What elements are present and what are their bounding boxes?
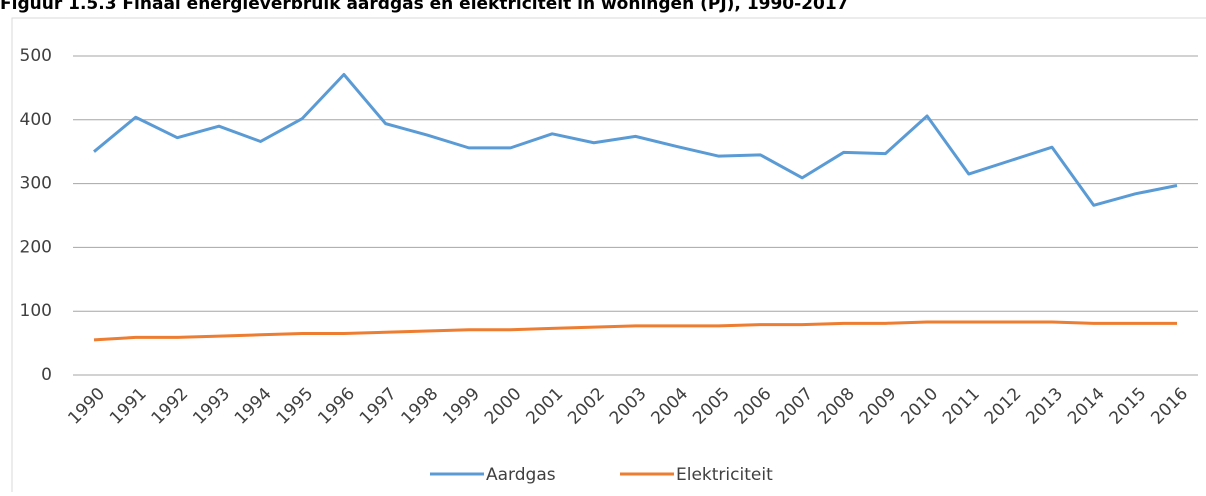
x-tick-label: 1993 [189, 384, 234, 429]
x-tick-label: 1998 [398, 384, 443, 429]
x-tick-label: 2005 [689, 384, 734, 429]
x-tick-label: 2016 [1147, 384, 1192, 429]
x-tick-label: 2006 [731, 384, 776, 429]
legend-label: Elektriciteit [676, 465, 773, 485]
y-tick-label: 0 [41, 365, 52, 385]
legend-label: Aardgas [486, 465, 556, 485]
x-tick-label: 1995 [273, 384, 318, 429]
x-tick-label: 1997 [356, 384, 401, 429]
series-line [93, 73, 1178, 207]
y-tick-label: 500 [20, 46, 52, 66]
x-tick-label: 1994 [231, 384, 276, 429]
x-tick-label: 1996 [314, 384, 359, 429]
series-line [93, 320, 1177, 342]
x-tick-label: 2002 [564, 384, 609, 429]
y-tick-label: 200 [20, 237, 52, 257]
x-tick-label: 1991 [106, 384, 151, 429]
x-tick-label: 2008 [814, 384, 859, 429]
x-tick-label: 2010 [897, 384, 942, 429]
x-tick-label: 2001 [523, 384, 568, 429]
x-tick-label: 1999 [439, 384, 484, 429]
y-tick-label: 400 [20, 110, 52, 130]
x-tick-label: 2015 [1106, 384, 1151, 429]
x-tick-label: 1992 [148, 384, 193, 429]
x-tick-label: 2000 [481, 384, 526, 429]
chart-title: Figuur 1.5.3 Finaal energieverbruik aard… [0, 0, 849, 14]
x-tick-label: 2011 [939, 384, 984, 429]
x-tick-label: 2003 [606, 384, 651, 429]
x-tick-label: 2013 [1022, 384, 1067, 429]
y-tick-label: 300 [20, 174, 52, 194]
x-tick-label: 2012 [981, 384, 1026, 429]
x-tick-label: 2009 [856, 384, 901, 429]
y-tick-label: 100 [20, 301, 52, 321]
x-tick-label: 2007 [772, 384, 817, 429]
x-tick-label: 2004 [647, 384, 692, 429]
chart-frame [11, 17, 1206, 496]
x-tick-label: 1990 [64, 384, 109, 429]
x-tick-label: 2014 [1064, 384, 1109, 429]
